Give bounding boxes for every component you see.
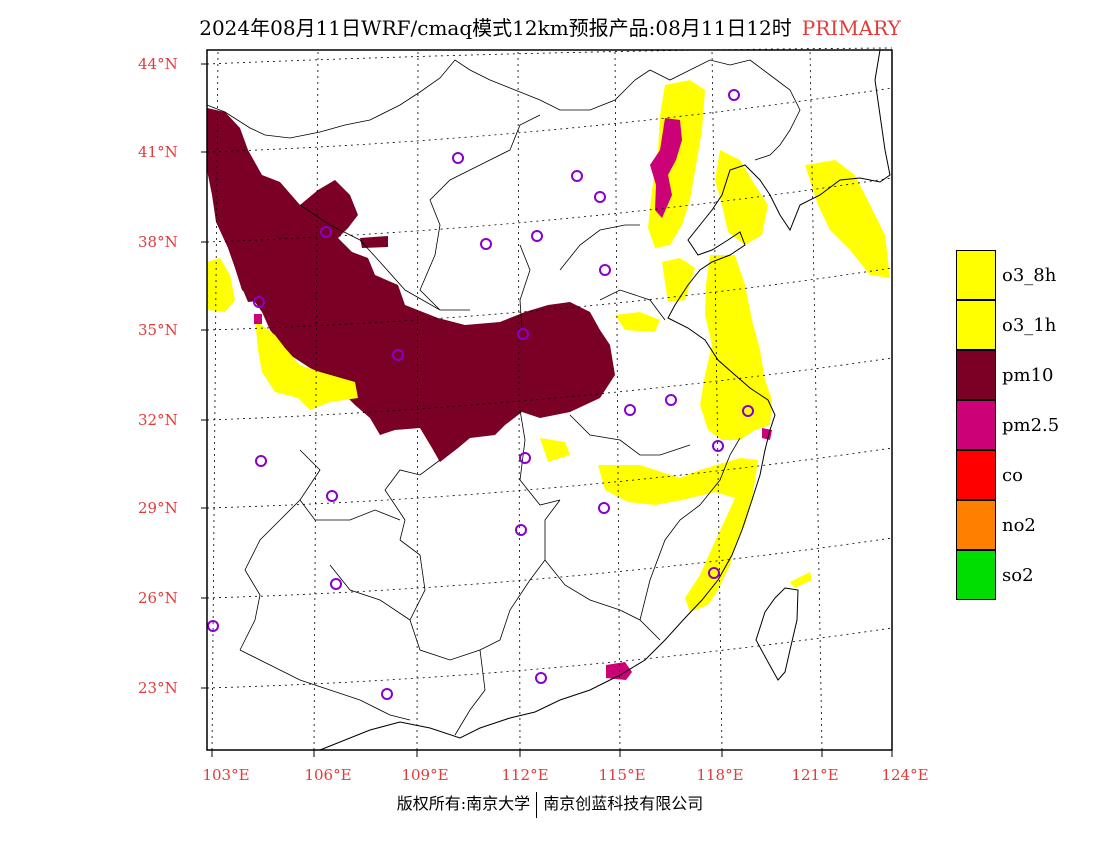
o3-region-shandong-coast (700, 255, 772, 440)
pm25-patch-beijing (650, 118, 682, 218)
lon-label-112e: 112°E (501, 766, 549, 784)
o3-region-sichuan (255, 320, 358, 410)
coastline (319, 49, 891, 751)
lon-label-121e: 121°E (791, 766, 839, 784)
pm25-patch-guangdong (606, 662, 632, 680)
footer-right: 南京创蓝科技有限公司 (543, 794, 704, 813)
legend-label-so2: so2 (1002, 565, 1034, 586)
lon-label-115e: 115°E (598, 766, 646, 784)
legend-label-pm10: pm10 (1002, 365, 1054, 386)
lat-label-35n: 35°N (138, 321, 178, 339)
legend-swatch-o3-8h (956, 250, 996, 300)
legend-swatch-pm10 (956, 350, 996, 400)
o3-region-taiwan-strait (790, 572, 812, 588)
station-markers (207, 89, 754, 700)
o3-region-hebei (662, 258, 695, 302)
title-tag: PRIMARY (801, 16, 901, 40)
lon-label-124e: 124°E (881, 766, 929, 784)
lat-label-38n: 38°N (138, 233, 178, 251)
legend-swatch-o3-1h (956, 300, 996, 350)
pm10-patch-west (240, 283, 272, 302)
lat-label-23n: 23°N (138, 679, 178, 697)
legend-swatch-co (956, 450, 996, 500)
lon-label-109e: 109°E (401, 766, 449, 784)
map-frame (206, 49, 893, 751)
legend-swatch-so2 (956, 550, 996, 600)
legend-label-o3-8h: o3_8h (1002, 265, 1057, 286)
o3-region-northeast (805, 160, 890, 278)
legend-swatch-pm25 (956, 400, 996, 450)
footer-left: 版权所有:南京大学 (396, 794, 531, 813)
northern-border (206, 59, 801, 161)
lon-label-103e: 103°E (202, 766, 250, 784)
o3-region-liaoning (715, 150, 768, 245)
pm25-patch-west (254, 314, 262, 324)
legend-label-no2: no2 (1002, 515, 1036, 536)
province-borders (239, 114, 741, 736)
axis-ticks (201, 63, 893, 757)
legend-label-co: co (1002, 465, 1023, 486)
pm10-region-northwest (207, 108, 615, 462)
map-title: 2024年08月11日WRF/cmaq模式12km预报产品:08月11日12时 P… (0, 12, 1100, 41)
lat-label-44n: 44°N (138, 55, 178, 73)
pm10-patch-38n (360, 236, 388, 248)
footer-separator (536, 791, 538, 818)
o3-region-west (207, 258, 235, 312)
o3-region-henan (615, 312, 660, 332)
copyright-footer: 版权所有:南京大学 南京创蓝科技有限公司 (0, 790, 1100, 818)
title-main: 2024年08月11日WRF/cmaq模式12km预报产品:08月11日12时 (199, 16, 792, 40)
taiwan-island (755, 587, 799, 681)
lat-label-32n: 32°N (138, 411, 178, 429)
legend-label-o3-1h: o3_1h (1002, 315, 1057, 336)
legend-swatch-no2 (956, 500, 996, 550)
lon-label-106e: 106°E (304, 766, 352, 784)
lon-label-118e: 118°E (696, 766, 744, 784)
lat-label-41n: 41°N (138, 143, 178, 161)
legend-label-pm25: pm2.5 (1002, 415, 1060, 436)
lat-label-29n: 29°N (138, 499, 178, 517)
lat-label-26n: 26°N (138, 589, 178, 607)
o3-region-hubei (540, 438, 570, 462)
